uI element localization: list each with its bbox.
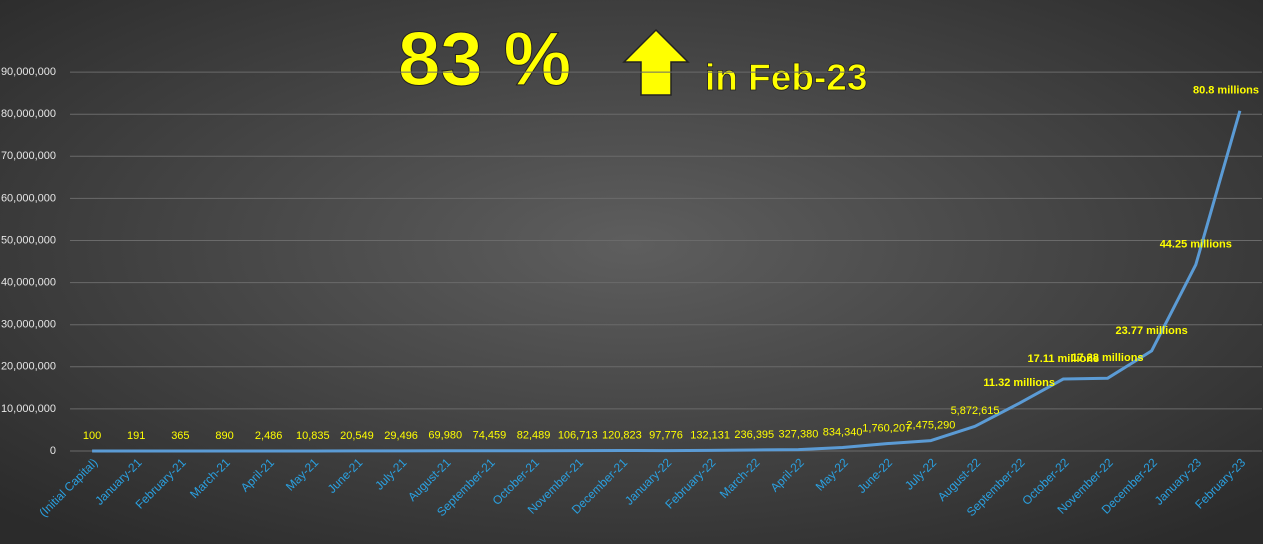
y-tick-label: 90,000,000 [1,66,56,78]
data-label: 17.11 millions [1028,353,1100,365]
data-label: 106,713 [558,429,598,441]
data-label: 10,835 [296,430,330,442]
data-label: 327,380 [779,429,819,441]
data-label: 44.25 millions [1160,239,1232,251]
data-label: 120,823 [602,429,642,441]
y-tick-label: 60,000,000 [1,192,56,204]
data-label: 17.28 millions [1071,352,1143,364]
data-label: 97,776 [649,429,683,441]
data-label: 2,475,290 [906,419,955,431]
y-tick-label: 70,000,000 [1,150,56,162]
data-label: 236,395 [734,429,774,441]
data-label: 11.32 millions [983,377,1055,389]
y-tick-label: 40,000,000 [1,277,56,289]
data-label: 365 [171,430,189,442]
data-label: 834,340 [823,426,863,438]
data-label: 890 [215,430,233,442]
data-label: 20,549 [340,430,374,442]
data-label: 74,459 [473,430,507,442]
data-label: 69,980 [428,430,462,442]
data-label: 29,496 [384,430,418,442]
data-label: 1,760,207 [862,422,911,434]
y-tick-label: 10,000,000 [1,403,56,415]
data-label: 5,872,615 [951,405,1000,417]
y-tick-label: 20,000,000 [1,361,56,373]
headline-sub: in Feb-23 [705,57,867,98]
y-tick-label: 30,000,000 [1,319,56,331]
data-label: 191 [127,430,145,442]
data-label: 23.77 millions [1116,325,1188,337]
y-tick-label: 50,000,000 [1,234,56,246]
headline: 83 % [398,17,571,102]
up-arrow [622,28,690,96]
data-label: 132,131 [690,429,730,441]
data-label: 80.8 millions [1193,85,1259,97]
data-label: 2,486 [255,430,283,442]
y-tick-label: 80,000,000 [1,108,56,120]
data-label: 100 [83,430,101,442]
y-tick-label: 0 [50,445,56,457]
data-label: 82,489 [517,430,551,442]
data-line [92,110,1242,453]
